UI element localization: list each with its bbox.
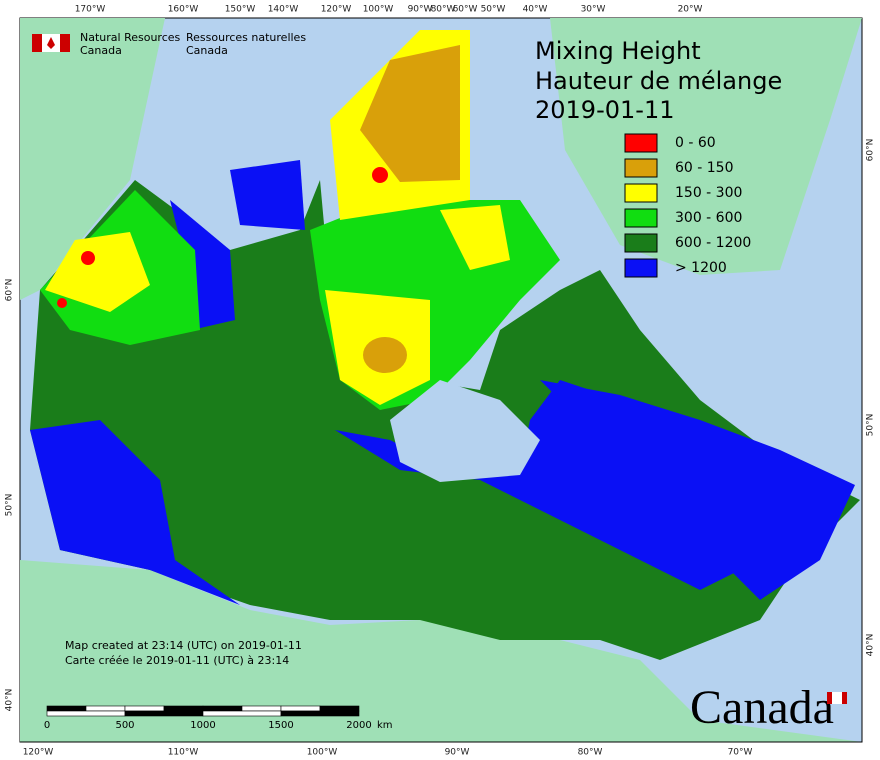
scale-segment	[163, 705, 204, 712]
scale-label: 1500	[268, 720, 293, 731]
longitude-label: 80°W	[578, 748, 603, 758]
latitude-label: 40°N	[5, 689, 15, 712]
latitude-label: 60°N	[866, 139, 876, 162]
latitude-label: 50°N	[5, 494, 15, 517]
scale-segment	[124, 705, 165, 712]
scale-segment	[124, 710, 204, 717]
red-spot	[57, 298, 67, 308]
scale-segment	[241, 705, 282, 712]
blue-west-coast	[30, 420, 240, 605]
legend-swatch	[624, 258, 658, 278]
longitude-label: 60°W	[453, 5, 478, 15]
longitude-label: 20°W	[678, 5, 703, 15]
longitude-label: 100°W	[307, 748, 338, 758]
longitude-label: 50°W	[481, 5, 506, 15]
latitude-label: 40°N	[866, 634, 876, 657]
hudson-bay	[390, 380, 540, 482]
latitude-label: 60°N	[5, 279, 15, 302]
created-note: Map created at 23:14 (UTC) on 2019-01-11	[65, 639, 302, 652]
longitude-label: 150°W	[225, 5, 256, 15]
longitude-label: 160°W	[168, 5, 199, 15]
agency-fr: Canada	[186, 44, 228, 57]
scale-segment	[202, 710, 282, 717]
legend-label: 300 - 600	[675, 210, 742, 226]
latitude-label: 50°N	[866, 414, 876, 437]
usa-land	[20, 560, 862, 742]
legend-swatch	[624, 158, 658, 178]
longitude-label: 30°W	[581, 5, 606, 15]
red-spot	[372, 167, 388, 183]
scale-segment	[46, 705, 87, 712]
title: Mixing Height	[535, 37, 701, 65]
legend-swatch	[624, 208, 658, 228]
longitude-label: 170°W	[75, 5, 106, 15]
legend-label: 150 - 300	[675, 185, 742, 201]
longitude-label: 140°W	[268, 5, 299, 15]
scale-segment	[319, 705, 360, 712]
longitude-label: 70°W	[728, 748, 753, 758]
wordmark-flag	[827, 692, 847, 704]
title: Hauteur de mélange	[535, 67, 782, 95]
scale-unit: km	[377, 720, 393, 731]
scale-label: 2000	[346, 720, 371, 731]
blue-island	[230, 160, 305, 230]
alaska-land	[20, 18, 165, 300]
longitude-label: 110°W	[168, 748, 199, 758]
legend-label: 0 - 60	[675, 135, 716, 151]
longitude-label: 100°W	[363, 5, 394, 15]
legend-swatch	[624, 133, 658, 153]
agency-en: Natural Resources	[80, 31, 181, 44]
agency-fr: Ressources naturelles	[186, 31, 306, 44]
scale-segment	[85, 705, 126, 712]
legend-swatch	[624, 183, 658, 203]
orange-patch	[363, 337, 407, 373]
blue-quebec	[540, 380, 855, 600]
scale-segment	[202, 705, 243, 712]
longitude-label: 90°W	[445, 748, 470, 758]
longitude-label: 120°W	[23, 748, 54, 758]
orange-arctic	[360, 45, 460, 182]
legend-label: > 1200	[675, 260, 727, 276]
scale-segment	[280, 705, 321, 712]
legend-label: 600 - 1200	[675, 235, 751, 251]
date: 2019-01-11	[535, 96, 674, 124]
agency-flag	[32, 34, 70, 52]
yellow-baffin	[440, 205, 510, 270]
wordmark: Canada	[690, 681, 834, 734]
longitude-label: 120°W	[321, 5, 352, 15]
longitude-label: 90°W	[408, 5, 433, 15]
scale-segment	[280, 710, 360, 717]
scale-label: 0	[44, 720, 50, 731]
agency-en: Canada	[80, 44, 122, 57]
legend-label: 60 - 150	[675, 160, 734, 176]
scale-segment	[46, 710, 126, 717]
red-spot	[81, 251, 95, 265]
created-note: Carte créée le 2019-01-11 (UTC) à 23:14	[65, 654, 289, 667]
longitude-label: 80°W	[431, 5, 456, 15]
yellow-nw	[45, 232, 150, 312]
longitude-label: 40°W	[523, 5, 548, 15]
scale-label: 500	[115, 720, 134, 731]
scale-label: 1000	[190, 720, 215, 731]
legend-swatch	[624, 233, 658, 253]
